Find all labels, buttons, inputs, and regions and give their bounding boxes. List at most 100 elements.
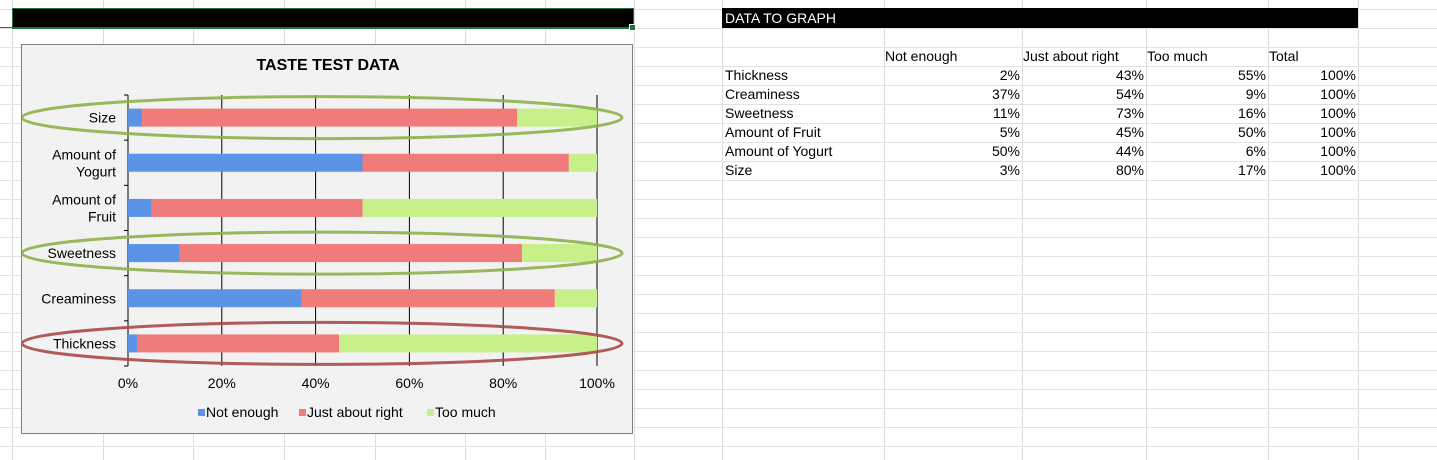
table-cell[interactable]: 2% (999, 67, 1020, 83)
y-tick-label-line: Sweetness (48, 245, 116, 261)
table-cell[interactable]: 54% (1115, 86, 1144, 102)
fill-handle[interactable] (629, 24, 636, 31)
grid-row-line (0, 104, 1437, 105)
taste-test-chart: TASTE TEST DATA 0% 20% 40% 60% 80% 100% Size Amo… (22, 57, 624, 420)
y-tick-label-line: Creaminess (41, 290, 116, 306)
grid-row-line (0, 199, 1437, 200)
grid-row-line (0, 218, 1437, 219)
bar-segment (568, 153, 597, 172)
column-header[interactable]: Total (1269, 48, 1299, 64)
table-cell[interactable]: 100% (1320, 67, 1356, 83)
table-cell[interactable]: 43% (1115, 67, 1144, 83)
chart-area[interactable]: TASTE TEST DATA 0% 20% 40% 60% 80% 100% Size Amo… (21, 44, 633, 434)
table-cell[interactable]: 9% (1245, 86, 1266, 102)
y-tick-label-line: Amount of (52, 146, 116, 162)
table-cell[interactable]: 17% (1237, 162, 1266, 178)
legend-label: Too much (435, 404, 496, 420)
grid-row-line (0, 313, 1437, 314)
bar-segment (142, 108, 518, 127)
bar-segment (301, 289, 555, 308)
grid-row-line (0, 47, 1437, 48)
grid-row-line (0, 28, 1437, 29)
legend-label: Just about right (307, 404, 403, 420)
table-cell[interactable]: 80% (1115, 162, 1144, 178)
x-tick-label: 0% (118, 375, 138, 391)
selected-cell[interactable] (12, 8, 634, 29)
table-cell[interactable]: 3% (999, 162, 1020, 178)
legend-swatch (198, 409, 205, 416)
grid-row-line (0, 370, 1437, 371)
table-cell[interactable]: 100% (1320, 143, 1356, 159)
x-tick-label: 40% (302, 375, 330, 391)
table-cell[interactable]: 11% (993, 105, 1020, 121)
grid-row-line (0, 275, 1437, 276)
bar-segment (128, 153, 363, 172)
table-cell[interactable]: 6% (1245, 143, 1266, 159)
grid-column-line (1022, 0, 1023, 460)
bar-segment (128, 289, 302, 308)
table-cell[interactable]: 100% (1320, 124, 1356, 140)
table-cell[interactable]: 50% (1237, 124, 1266, 140)
grid-column-line (1146, 0, 1147, 460)
bar-segment (521, 244, 597, 263)
row-label[interactable]: Sweetness (725, 105, 794, 121)
selection-border (0, 27, 634, 28)
y-tick-label: Amount of Yogurt (52, 146, 116, 179)
table-cell[interactable]: 73% (1115, 105, 1144, 121)
y-tick-label: Thickness (53, 335, 116, 351)
table-cell[interactable]: 50% (991, 143, 1020, 159)
table-cell[interactable]: 44% (1115, 143, 1144, 159)
column-header[interactable]: Just about right (1023, 48, 1119, 64)
highlight-ellipse (22, 230, 624, 276)
row-label[interactable]: Thickness (725, 67, 789, 83)
table-cell[interactable]: 16% (1237, 105, 1266, 121)
grid-row-line (0, 9, 1437, 10)
y-tick-label: Creaminess (41, 290, 116, 306)
grid-column-line (722, 0, 723, 460)
highlight-ellipse (22, 320, 624, 366)
bar-segment (339, 334, 597, 353)
legend-swatch (427, 409, 434, 416)
row-label[interactable]: Creaminess (725, 86, 800, 102)
column-header[interactable]: Not enough (885, 48, 958, 64)
grid-row-line (0, 294, 1437, 295)
table-cell[interactable]: 5% (999, 124, 1020, 140)
bar-segment (179, 244, 522, 263)
bar-segment (151, 198, 363, 217)
grid-row-line (0, 408, 1437, 409)
table-cell[interactable]: 55% (1237, 67, 1266, 83)
x-tick-label: 80% (489, 375, 517, 391)
bar-segment (517, 108, 597, 127)
grid-row-line (0, 389, 1437, 390)
grid-row-line (0, 332, 1437, 333)
table-title[interactable]: DATA TO GRAPH (722, 8, 1358, 28)
bar-segment (128, 244, 180, 263)
bar-segment (362, 153, 569, 172)
y-tick-label-line: Size (89, 110, 116, 126)
row-label[interactable]: Size (725, 162, 753, 178)
table-cell[interactable]: 45% (1115, 124, 1144, 140)
y-tick-label-line: Fruit (88, 208, 116, 224)
x-tick-label: 100% (579, 375, 615, 391)
grid-row-line (0, 142, 1437, 143)
row-label[interactable]: Amount of Yogurt (725, 143, 833, 159)
bar-segment (554, 289, 597, 308)
grid-column-line (1268, 0, 1269, 460)
grid-row-line (0, 123, 1437, 124)
column-header[interactable]: Too much (1147, 48, 1208, 64)
bar-segment (128, 334, 138, 353)
grid-column-line (634, 0, 635, 460)
row-label[interactable]: Amount of Fruit (725, 124, 821, 140)
bar-segment (362, 198, 597, 217)
table-cell[interactable]: 100% (1320, 162, 1356, 178)
legend-label: Not enough (206, 404, 278, 420)
y-tick-label: Size (89, 110, 116, 126)
y-tick-label: Sweetness (48, 245, 116, 261)
x-tick-label: 60% (395, 375, 423, 391)
table-cell[interactable]: 100% (1320, 105, 1356, 121)
table-cell[interactable]: 37% (991, 86, 1020, 102)
grid-row-line (0, 85, 1437, 86)
grid-row-line (0, 237, 1437, 238)
table-cell[interactable]: 100% (1320, 86, 1356, 102)
y-tick-label-line: Thickness (53, 335, 116, 351)
